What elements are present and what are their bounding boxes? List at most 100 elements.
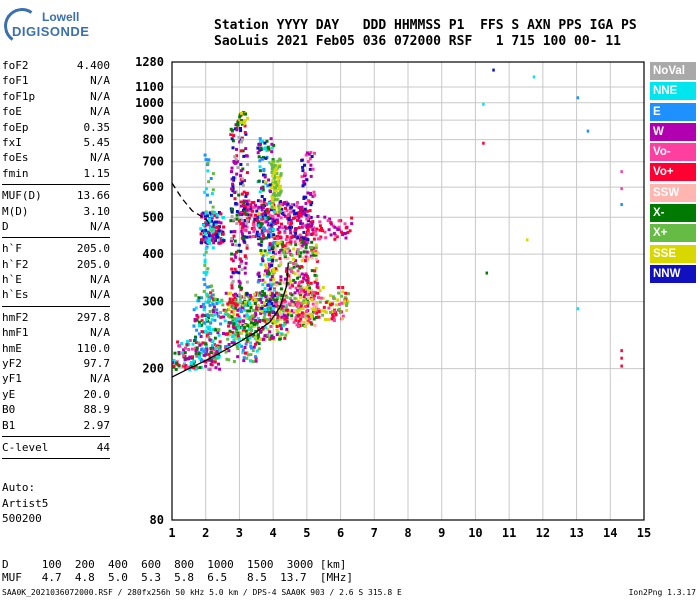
- echo-dot: [266, 268, 270, 272]
- echo-dot: [215, 215, 219, 219]
- echo-dot: [279, 275, 283, 279]
- echo-dot: [236, 249, 240, 253]
- echo-dot: [211, 188, 215, 192]
- echo-dot: [214, 328, 217, 332]
- echo-dot: [203, 349, 207, 353]
- echo-dot: [303, 171, 307, 175]
- echo-dot: [253, 324, 257, 328]
- param-name: fxI: [2, 135, 22, 149]
- legend-item-nne: NNE: [650, 82, 696, 101]
- echo-dot: [272, 168, 276, 172]
- echo-dot: [204, 221, 208, 225]
- echo-dot: [253, 227, 257, 231]
- echo-dot: [299, 208, 303, 212]
- echo-dot: [272, 298, 276, 302]
- echo-dot: [238, 257, 242, 261]
- echo-dot: [318, 237, 322, 241]
- param-value: 4.400: [76, 59, 110, 72]
- echo-dot: [255, 219, 259, 222]
- echo-dot: [317, 296, 320, 300]
- echo-dot: [250, 346, 253, 350]
- echo-dot: [273, 321, 277, 325]
- echo-dot: [290, 299, 294, 303]
- echo-dot: [262, 180, 266, 184]
- echo-dot: [245, 221, 249, 225]
- echo-dot: [218, 300, 221, 304]
- echo-dot: [188, 355, 192, 359]
- echo-dot: [230, 310, 234, 314]
- echo-dot: [279, 260, 283, 264]
- echo-dot: [302, 195, 306, 199]
- echo-dot: [271, 214, 275, 218]
- echo-dot: [299, 295, 303, 299]
- echo-dot: [247, 199, 251, 203]
- echo-dot: [240, 331, 244, 335]
- legend-item-nnw: NNW: [650, 264, 696, 283]
- echo-dot: [312, 296, 315, 300]
- param-name: foEp: [2, 120, 29, 134]
- echo-dot: [251, 349, 255, 353]
- echo-dot: [203, 217, 207, 220]
- echo-dot: [232, 342, 236, 346]
- echo-dot: [315, 311, 319, 315]
- echo-dot: [242, 228, 246, 232]
- echo-dot: [306, 217, 310, 221]
- echo-dot: [236, 308, 240, 312]
- echo-dot: [268, 317, 272, 321]
- echo-dot: [263, 293, 266, 297]
- echo-dot: [301, 312, 305, 316]
- echo-dot: [306, 301, 310, 305]
- echo-dot: [191, 342, 195, 346]
- echo-dot: [350, 216, 354, 220]
- echo-dot: [261, 217, 265, 221]
- echo-dot: [274, 258, 278, 262]
- echo-dot: [303, 259, 307, 263]
- echo-dot: [288, 242, 292, 246]
- echo-dot: [243, 314, 247, 318]
- echo-dot: [211, 297, 215, 301]
- echo-dot: [316, 251, 320, 255]
- echo-dot: [192, 359, 196, 363]
- echo-dot: [182, 348, 186, 352]
- echo-dot: [264, 217, 268, 221]
- x-tick-label: 6: [337, 526, 344, 540]
- echo-dot: [202, 271, 206, 275]
- echo-dot: [255, 340, 259, 344]
- echo-dot: [216, 344, 220, 348]
- echo-dot: [215, 350, 219, 354]
- echo-dot: [270, 302, 274, 306]
- echo-dot: [235, 172, 239, 176]
- echo-dot: [199, 335, 203, 338]
- echo-dot: [243, 207, 247, 211]
- echo-dot: [227, 314, 230, 318]
- echo-dot: [319, 235, 323, 239]
- auto-software: Artist5: [2, 496, 49, 510]
- echo-dot: [280, 207, 284, 211]
- echo-dot: [289, 279, 293, 283]
- y-tick-label: 300: [142, 295, 164, 309]
- echo-dot: [312, 290, 316, 294]
- echo-dot: [288, 286, 292, 290]
- echo-dot: [282, 298, 286, 302]
- echo-dot: [254, 313, 258, 317]
- echo-dot: [286, 243, 290, 247]
- echo-dot: [239, 204, 243, 208]
- echo-dot: [281, 309, 285, 313]
- echo-dot: [255, 307, 259, 311]
- echo-dot: [333, 225, 337, 229]
- echo-dot: [247, 216, 251, 220]
- y-tick-label: 1000: [135, 96, 164, 110]
- echo-dot: [279, 173, 283, 177]
- echo-dot: [217, 241, 221, 245]
- echo-dot: [258, 148, 262, 152]
- echo-dot: [222, 239, 226, 242]
- echo-dot: [298, 286, 302, 290]
- echo-dot: [302, 295, 306, 299]
- echo-dot: [306, 238, 310, 242]
- echo-dot: [294, 262, 298, 266]
- echo-dot: [270, 170, 274, 174]
- echo-dot: [235, 217, 239, 221]
- echo-dot: [263, 319, 267, 323]
- echo-dot: [314, 257, 318, 261]
- echo-dot: [278, 157, 282, 161]
